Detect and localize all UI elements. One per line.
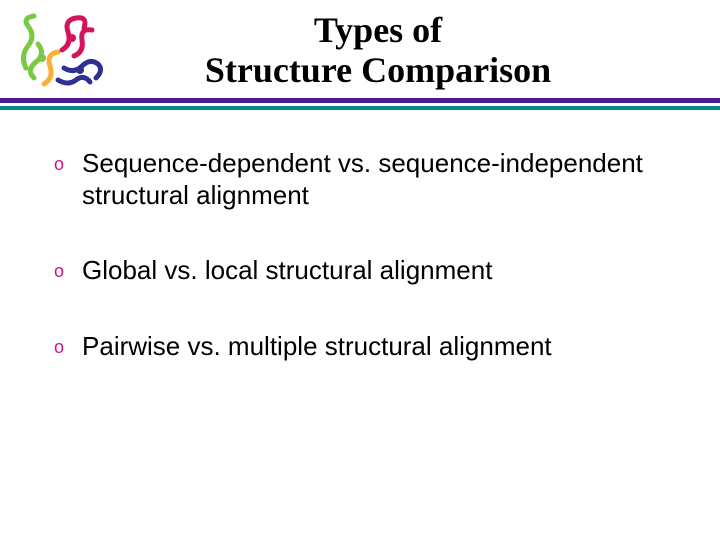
title-line-1: Types of [314,10,442,50]
list-item: o Pairwise vs. multiple structural align… [54,331,672,363]
bullet-marker-icon: o [54,154,64,175]
list-item: o Global vs. local structural alignment [54,255,672,287]
slide-content: o Sequence-dependent vs. sequence-indepe… [0,110,720,363]
slide-title: Types of Structure Comparison [106,10,650,91]
list-item-text: Sequence-dependent vs. sequence-independ… [82,148,672,211]
list-item-text: Pairwise vs. multiple structural alignme… [82,331,552,363]
bullet-marker-icon: o [54,337,64,358]
list-item: o Sequence-dependent vs. sequence-indepe… [54,148,672,211]
protein-structure-icon [14,8,106,94]
bullet-marker-icon: o [54,261,64,282]
title-line-2: Structure Comparison [205,50,551,90]
slide-header: Types of Structure Comparison [0,0,720,94]
list-item-text: Global vs. local structural alignment [82,255,492,287]
header-divider [0,98,720,110]
title-block: Types of Structure Comparison [106,6,720,91]
